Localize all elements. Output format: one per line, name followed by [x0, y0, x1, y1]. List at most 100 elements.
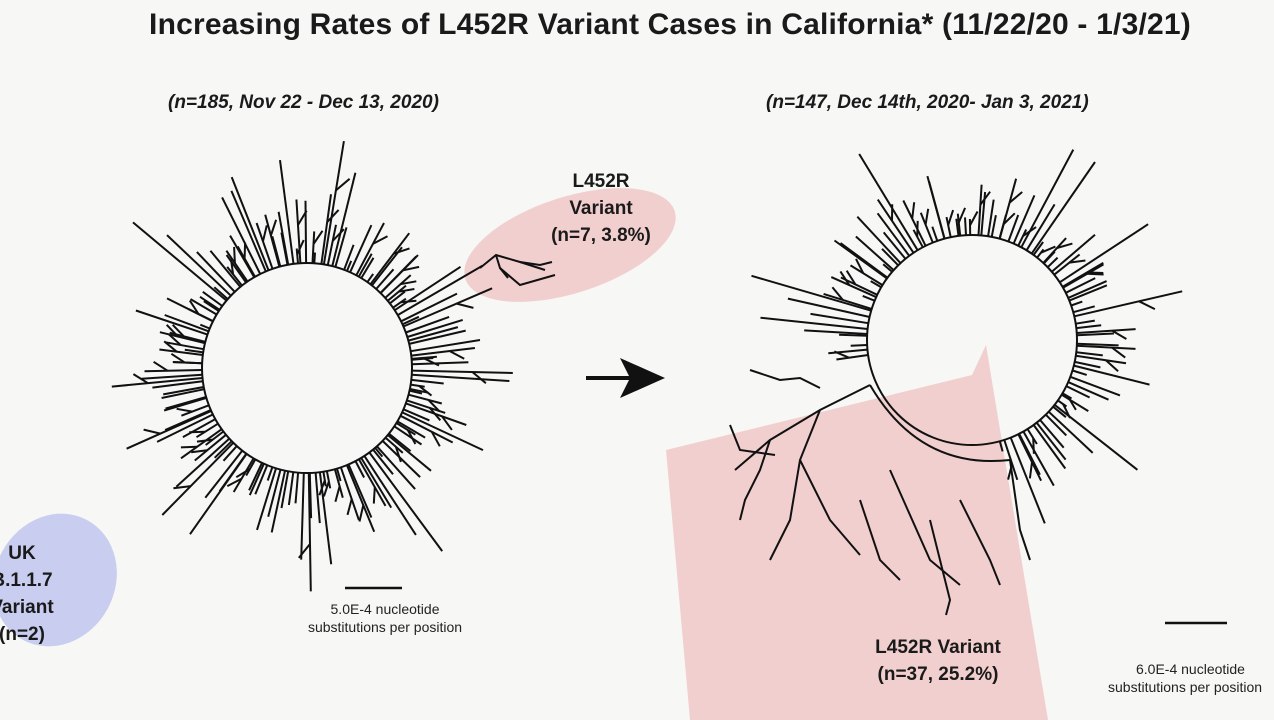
tree-branch — [194, 434, 227, 462]
tree-branch — [403, 408, 430, 422]
tree-branch — [998, 440, 1004, 452]
tree-branch — [411, 347, 476, 357]
tree-branch — [1009, 437, 1046, 524]
right-scale-label: 6.0E-4 nucleotide substitutions per posi… — [1108, 660, 1274, 696]
tree-branch — [1007, 214, 1020, 242]
tree-branch — [304, 200, 308, 264]
tree-branch — [398, 288, 415, 293]
tree-branch — [1070, 300, 1083, 307]
tree-branch — [787, 297, 870, 318]
tree-branch — [165, 341, 204, 351]
tree-branch — [411, 369, 513, 374]
tree-branch — [335, 178, 351, 192]
tree-branch — [156, 413, 214, 443]
left-scale-label: 5.0E-4 nucleotide substitutions per posi… — [290, 600, 480, 636]
tree-branch — [266, 466, 274, 481]
tree-branch — [173, 485, 191, 490]
tree-branch — [1047, 256, 1059, 268]
tree-branch — [881, 248, 899, 267]
tree-branch — [182, 418, 216, 438]
left-l452r-label: L452R Variant (n=7, 3.8%) — [536, 168, 666, 249]
tree-branch — [1061, 392, 1073, 400]
right-l452r-label: L452R Variant (n=37, 25.2%) — [848, 634, 1028, 688]
tree-branch — [205, 430, 225, 446]
tree-branch — [159, 331, 206, 345]
tree-branch — [295, 199, 302, 264]
tree-branch — [409, 388, 429, 394]
tree-branch — [1025, 203, 1056, 251]
tree-branch — [126, 409, 212, 450]
tree-branch — [376, 445, 416, 490]
tree-branch — [339, 467, 360, 521]
tree-branch — [171, 324, 185, 338]
tree-branch — [828, 348, 868, 355]
tree-branch — [1061, 393, 1089, 412]
tree-branch — [357, 253, 373, 278]
tree-branch — [230, 190, 267, 272]
tree-branch — [855, 235, 895, 271]
tree-branch — [449, 350, 465, 360]
tree-branch — [394, 446, 402, 463]
tree-branch — [833, 239, 888, 280]
tree-branch — [411, 378, 444, 385]
tree-branch — [919, 212, 934, 243]
left-uk-highlight — [0, 513, 117, 647]
tree-branch — [221, 196, 262, 275]
tree-branch — [143, 428, 161, 435]
right-scale-line2: substitutions per position — [1108, 679, 1263, 695]
tree-branch — [172, 361, 203, 365]
tree-branch — [346, 260, 353, 272]
tree-branch — [402, 315, 420, 326]
tree-branch — [849, 264, 884, 286]
tree-branch — [409, 389, 423, 395]
tree-branch — [152, 380, 203, 389]
tree-branch — [1073, 305, 1095, 314]
uk-variant-label: UK B.1.1.7 Variant (n=2) — [0, 540, 82, 648]
tree-branch — [862, 294, 875, 302]
right-l452r-wedge — [666, 345, 1048, 720]
tree-branch — [410, 383, 425, 388]
tree-branch — [408, 329, 466, 345]
tree-branch — [199, 323, 211, 330]
tree-branch — [214, 440, 233, 459]
tree-branch — [189, 298, 218, 316]
tree-branch — [161, 442, 235, 516]
tree-branch — [1030, 161, 1096, 255]
tree-branch — [368, 451, 444, 552]
tree-branch — [232, 457, 255, 493]
tree-branch — [1073, 364, 1150, 386]
tree-branch — [209, 250, 242, 288]
tree-branch — [823, 292, 872, 310]
tree-branch — [184, 348, 204, 354]
tree-branch — [295, 248, 299, 264]
tree-branch — [270, 470, 286, 533]
tree-branch — [402, 265, 420, 272]
tree-branch — [1026, 428, 1038, 445]
tree-branch — [1105, 359, 1119, 372]
tree-branch — [226, 477, 243, 487]
tree-branch — [358, 458, 387, 507]
tree-branch — [1003, 439, 1019, 481]
tree-branch — [384, 274, 412, 299]
tree-branch — [987, 199, 995, 237]
tree-branch — [204, 450, 243, 499]
tree-branch — [379, 254, 419, 294]
tree-branch — [333, 468, 344, 498]
tree-branch — [1061, 261, 1104, 288]
tree-branch — [471, 371, 487, 384]
tree-branch — [161, 388, 205, 399]
tree-branch — [406, 399, 446, 414]
tree-branch — [395, 422, 416, 436]
left-l452r-highlight — [464, 188, 676, 302]
tree-branch — [850, 344, 868, 347]
tree-branch — [1043, 251, 1056, 265]
tree-branch — [245, 458, 257, 476]
tree-branch — [856, 216, 902, 264]
tree-branch — [1017, 433, 1042, 482]
tree-branch — [926, 175, 946, 239]
tree-branch — [375, 268, 395, 290]
tree-branch — [411, 361, 469, 366]
tree-branch — [369, 232, 410, 285]
tree-branch — [218, 453, 248, 492]
